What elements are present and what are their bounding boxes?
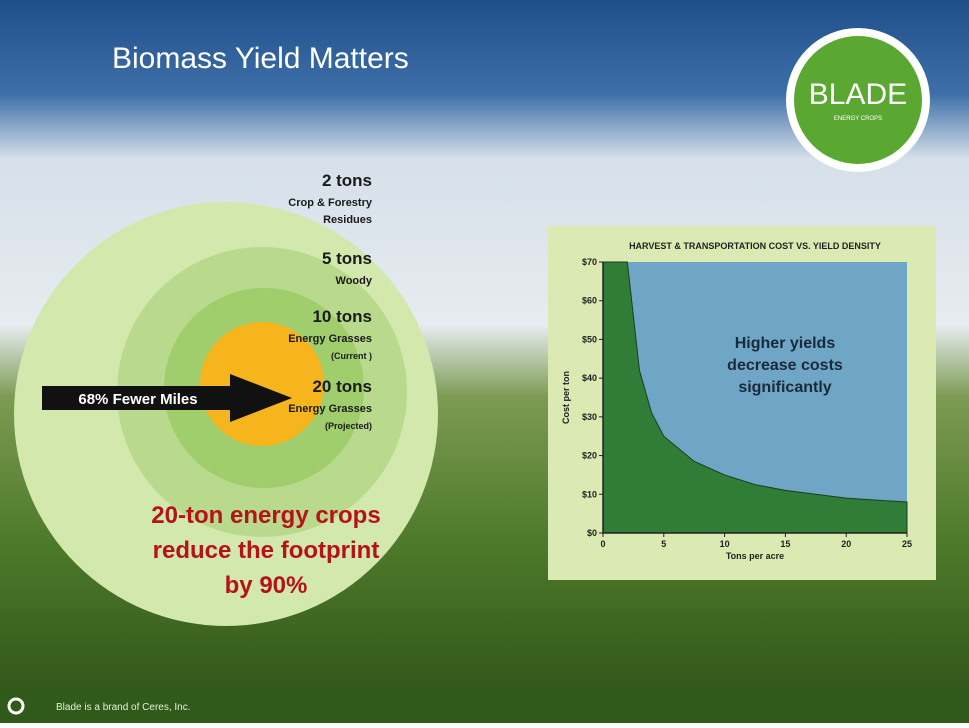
y-tick-label: $30 bbox=[582, 412, 597, 422]
footprint-text: 20-ton energy crops bbox=[151, 502, 380, 529]
ring-amount: 5 tons bbox=[322, 249, 372, 268]
ring-amount: 10 tons bbox=[312, 307, 372, 326]
ring-label: Crop & Forestry bbox=[288, 197, 373, 209]
y-tick-label: $10 bbox=[582, 489, 597, 499]
chart-annotation: Higher yields bbox=[735, 335, 836, 352]
ring-label: Energy Grasses bbox=[288, 333, 372, 345]
ring-label: Energy Grasses bbox=[288, 403, 372, 415]
y-tick-label: $0 bbox=[587, 528, 597, 538]
ring-label: (Projected) bbox=[325, 421, 372, 431]
y-tick-label: $70 bbox=[582, 257, 597, 267]
ring-amount: 2 tons bbox=[322, 171, 372, 190]
ring-label: Woody bbox=[336, 275, 373, 287]
y-axis-label: Cost per ton bbox=[561, 371, 571, 424]
y-tick-label: $50 bbox=[582, 334, 597, 344]
x-tick-label: 15 bbox=[780, 539, 790, 549]
footer-text: Blade is a brand of Ceres, Inc. bbox=[56, 702, 191, 713]
footprint-text: reduce the footprint bbox=[153, 537, 380, 564]
arrow-label: 68% Fewer Miles bbox=[78, 391, 197, 408]
chart-annotation: decrease costs bbox=[727, 357, 843, 374]
logo-name: BLADE bbox=[809, 78, 907, 111]
x-tick-label: 0 bbox=[600, 539, 605, 549]
ring-amount: 20 tons bbox=[312, 377, 372, 396]
y-tick-label: $20 bbox=[582, 451, 597, 461]
x-tick-label: 5 bbox=[661, 539, 666, 549]
x-tick-label: 25 bbox=[902, 539, 912, 549]
footprint-text: by 90% bbox=[225, 572, 308, 599]
ring-label: Residues bbox=[323, 214, 372, 226]
chart-title: HARVEST & TRANSPORTATION COST VS. YIELD … bbox=[629, 241, 881, 251]
x-tick-label: 10 bbox=[720, 539, 730, 549]
y-tick-label: $40 bbox=[582, 373, 597, 383]
slide-title: Biomass Yield Matters bbox=[112, 42, 409, 75]
x-axis-label: Tons per acre bbox=[726, 551, 784, 561]
logo-tagline: ENERGY CROPS bbox=[834, 116, 882, 122]
chart-annotation: significantly bbox=[738, 379, 831, 396]
ring-label: (Current ) bbox=[331, 351, 372, 361]
slide: Blade is a brand of Ceres, Inc. Biomass … bbox=[0, 0, 969, 723]
x-tick-label: 20 bbox=[841, 539, 851, 549]
y-tick-label: $60 bbox=[582, 296, 597, 306]
